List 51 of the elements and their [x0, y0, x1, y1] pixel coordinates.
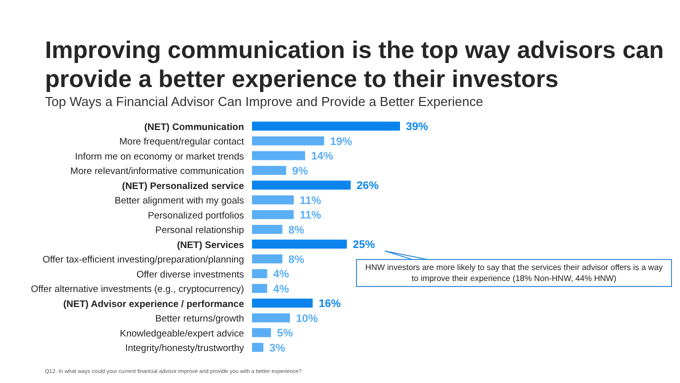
- data-label: 5%: [276, 328, 294, 340]
- y-tick-label: Offer alternative investments (e.g., cryptocurrency): [30, 284, 244, 296]
- bar: [252, 313, 290, 322]
- data-label: 19%: [330, 136, 352, 148]
- y-tick-label: (NET) Advisor experience / performance: [63, 298, 244, 310]
- annotation: HNW investors are more likely to say that the services their advisor offers is a way to improve their experience (18% Non-HNW, 44% HNW): [356, 259, 672, 287]
- bar: [252, 298, 313, 308]
- bar: [252, 240, 347, 249]
- y-tick-label: Better returns/growth: [155, 314, 244, 325]
- bar: [252, 328, 271, 338]
- data-label: 16%: [318, 298, 341, 310]
- y-tick-label: (NET) Communication: [144, 122, 244, 133]
- y-tick-label: Personal relationship: [155, 225, 244, 236]
- data-label: 3%: [269, 342, 286, 354]
- bar: [252, 284, 268, 293]
- y-tick-label: (NET) Personalized service: [122, 180, 244, 192]
- data-label: 4%: [273, 268, 290, 281]
- data-label: 26%: [356, 180, 379, 192]
- bar: [252, 166, 286, 175]
- y-tick-label: More relevant/informative communication: [70, 166, 244, 178]
- bar: [252, 180, 351, 190]
- y-tick-label: More frequent/regular contact: [119, 136, 244, 148]
- data-label: 10%: [296, 312, 318, 325]
- data-label: 8%: [288, 224, 304, 236]
- y-tick-label: Knowledgeable/expert advice: [120, 328, 244, 340]
- data-label: 39%: [406, 121, 428, 134]
- y-tick-label: Better alignment with my goals: [114, 196, 244, 207]
- bar: [252, 254, 282, 264]
- data-label: 4%: [273, 283, 290, 296]
- y-tick-label: Personalized portfolios: [148, 210, 244, 222]
- bar: [252, 224, 282, 234]
- chart-subtitle: Top Ways a Financial Advisor Can Improve and Provide a Better Experience: [45, 94, 484, 109]
- y-tick-label: Offer tax-efficient investing/preparation/planning: [42, 254, 244, 266]
- bar: [252, 195, 294, 204]
- y-tick-label: Inform me on economy or market trends: [75, 151, 244, 162]
- data-label: 8%: [288, 254, 304, 266]
- y-tick-label: (NET) Services: [176, 240, 244, 251]
- chart-title: Improving communication is the top way advisors can provide a better experience to their investors: [45, 36, 665, 94]
- data-label: 14%: [311, 150, 334, 163]
- data-label: 25%: [352, 239, 376, 252]
- data-label: 9%: [292, 165, 308, 178]
- y-tick-label: Offer diverse investments: [136, 269, 244, 280]
- data-label: 11%: [300, 210, 322, 222]
- bar: [252, 151, 306, 160]
- data-label: 11%: [300, 194, 322, 207]
- bar: [252, 122, 400, 131]
- bar: [252, 136, 324, 146]
- bar: [252, 342, 264, 352]
- bar: [252, 210, 294, 220]
- bar: [252, 269, 268, 278]
- y-tick-label: Integrity/honesty/trustworthy: [125, 343, 244, 354]
